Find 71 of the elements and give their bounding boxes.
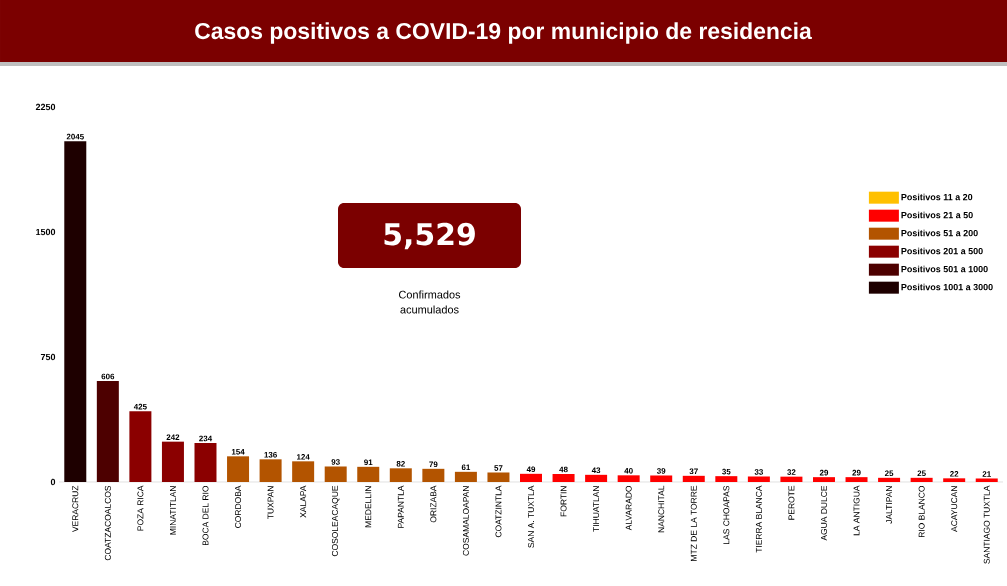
bar	[96, 380, 119, 482]
bar	[324, 466, 347, 482]
x-tick-label: TIERRA BLANCA	[755, 485, 762, 553]
bar	[161, 441, 184, 482]
x-tick-label: XALAPA	[300, 485, 307, 518]
legend-label: Positivos 51 a 200	[901, 229, 978, 237]
bar	[520, 473, 543, 482]
x-tick-label: TIHUATLAN	[593, 486, 600, 532]
bar	[780, 476, 803, 482]
x-tick-label: MTZ DE LA TORRE	[690, 485, 697, 561]
x-tick-label: COSAMALOAPAN	[462, 486, 469, 556]
x-tick-label: COATZINTLA	[495, 485, 502, 538]
x-tick-label: PEROTE	[788, 485, 795, 520]
x-tick-label: SAN A. TUXTLA	[528, 485, 534, 548]
bar	[682, 475, 705, 482]
legend-label: Positivos 21 a 50	[901, 211, 973, 219]
x-tick-label: JALTIPAN	[886, 486, 893, 524]
x-tick-label: RIO BLANCO	[918, 485, 925, 538]
bar	[422, 468, 445, 482]
bar	[747, 476, 770, 482]
x-tick-label: PAPANTLA	[397, 485, 404, 528]
x-tick-label: NANCHITAL	[658, 485, 665, 533]
x-tick-label: POZA RICA	[137, 485, 144, 531]
x-tick-label: MEDELLIN	[365, 486, 372, 528]
bar	[454, 471, 477, 482]
x-tick-label: COATZACOALCOS	[104, 485, 111, 561]
x-tick-label: SANTIAGO TUXTLA	[983, 485, 990, 564]
y-tick-label: 1500	[36, 228, 56, 236]
bar	[227, 456, 250, 482]
bar	[357, 466, 380, 482]
bar	[64, 141, 87, 482]
annotation: 5,529	[384, 222, 475, 250]
bar	[715, 476, 738, 482]
bar	[812, 477, 835, 482]
bar	[878, 477, 901, 482]
x-tick-label: BOCA DEL RIO	[202, 485, 209, 546]
x-tick-label: ALVARADO	[625, 485, 632, 531]
bar	[487, 472, 510, 482]
x-tick-label: MINATITLAN	[170, 486, 176, 535]
annotation: Confirmados acumulados	[399, 290, 461, 314]
x-tick-label: VERACRUZ	[72, 485, 79, 533]
bar	[389, 468, 412, 482]
bar	[585, 474, 608, 482]
x-tick-label: LA ANTIGUA	[853, 485, 860, 536]
bar	[129, 411, 152, 482]
bar	[845, 477, 868, 482]
x-tick-label: ORIZABA	[430, 485, 437, 523]
bar	[552, 473, 575, 482]
legend-label: Positivos 1001 a 3000	[901, 283, 993, 291]
bar	[910, 477, 933, 482]
bar	[617, 475, 640, 482]
legend-label: Positivos 11 a 20	[901, 193, 973, 201]
x-tick-label: CORDOBA	[235, 485, 242, 528]
bar	[292, 461, 315, 482]
legend-label: Positivos 201 a 500	[901, 247, 983, 255]
x-tick-label: COSOLEACAQUE	[331, 485, 340, 557]
chart-title: Casos positivos a COVID-19 por municipio de residencia	[195, 22, 812, 44]
x-tick-label: FORTIN	[560, 486, 567, 517]
bar	[975, 478, 998, 482]
bar	[194, 442, 217, 482]
y-tick-label: 0	[50, 478, 56, 486]
x-tick-label: AGUA DULCE	[820, 485, 827, 541]
bar	[259, 459, 282, 482]
y-tick-label: 750	[40, 353, 56, 361]
legend-label: Positivos 501 a 1000	[901, 265, 988, 273]
x-tick-label: LAS CHOAPAS	[723, 485, 730, 544]
x-tick-label: TUXPAN	[267, 486, 274, 520]
y-tick-label: 2250	[35, 103, 56, 111]
x-tick-label: ACAYUCAN	[951, 486, 958, 532]
bar	[650, 475, 673, 482]
bar	[943, 478, 966, 482]
